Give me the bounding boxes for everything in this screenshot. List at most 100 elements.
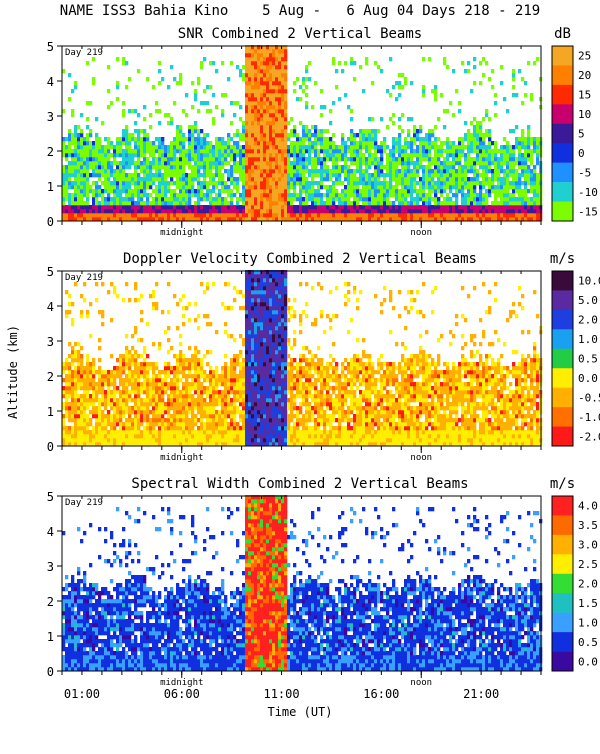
colorbar-swatch [552,349,573,369]
colorbar-label: 15 [578,89,591,102]
figure-title: NAME ISS3 Bahia Kino 5 Aug - 6 Aug 04 Da… [60,3,540,19]
day-label: Day 219 [65,48,103,58]
x-tick-label: 06:00 [164,687,200,701]
colorbar-swatch [552,182,573,202]
day-label: Day 219 [65,273,103,283]
y-tick-label: 5 [47,40,54,54]
colorbar: 4.0 3.5 3.0 2.5 2.0 1.5 1.0 0.5 0.0 [552,496,598,671]
y-tick-label: 0 [47,440,54,454]
colorbar-label: 3.5 [578,519,598,532]
colorbar-swatch [552,368,573,388]
heatmap-field [62,495,542,671]
colorbar-label: 1.0 [578,333,598,346]
panel-3: Spectral Width Combined 2 Vertical Beams… [47,476,598,701]
colorbar-label: -5 [578,166,591,179]
colorbar-label: 2.5 [578,558,598,571]
colorbar-label: 0.5 [578,353,598,366]
y-tick-label: 3 [47,335,54,349]
colorbar-swatch [552,388,573,408]
y-tick-label: 2 [47,595,54,609]
colorbar-label: 5.0 [578,294,598,307]
colorbar-label: 0.0 [578,372,598,385]
colorbar-swatch [552,104,573,124]
x-marker-label: noon [410,678,432,688]
x-marker-label: noon [410,453,432,463]
colorbar-label: 1.5 [578,597,598,610]
colorbar-label: 2.0 [578,314,598,327]
colorbar-swatch [552,554,573,574]
day-label: Day 219 [65,498,103,508]
y-tick-label: 5 [47,490,54,504]
x-tick-label: 11:00 [263,687,299,701]
x-tick-label: 01:00 [64,687,100,701]
panel-title: SNR Combined 2 Vertical Beams [178,26,422,42]
colorbar-label: 20 [578,69,591,82]
heatmap-field [62,270,542,446]
colorbar-swatch [552,310,573,330]
colorbar-swatch [552,613,573,633]
colorbar-swatch [552,46,573,66]
colorbar-label: -10 [578,186,598,199]
y-tick-label: 3 [47,110,54,124]
x-tick-label: 21:00 [463,687,499,701]
colorbar-label: -2.0 [578,430,600,443]
colorbar-swatch [552,65,573,85]
y-tick-label: 4 [47,300,54,314]
y-tick-label: 4 [47,525,54,539]
y-tick-label: 1 [47,180,54,194]
colorbar-swatch [552,496,573,516]
colorbar-swatch [552,515,573,535]
heatmap-field [62,45,542,221]
colorbar-swatch [552,271,573,291]
colorbar-label: 10 [578,108,591,121]
colorbar-label: -15 [578,205,598,218]
colorbar-swatch [552,124,573,144]
panel-2: Doppler Velocity Combined 2 Vertical Bea… [47,251,600,463]
colorbar-label: 5 [578,128,585,141]
y-tick-label: 0 [47,665,54,679]
y-tick-label: 0 [47,215,54,229]
y-tick-label: 2 [47,145,54,159]
colorbar-swatch [552,143,573,163]
colorbar-swatch [552,535,573,555]
colorbar-swatch [552,427,573,447]
colorbar-label: 25 [578,50,591,63]
colorbar-swatch [552,163,573,183]
panel-title: Doppler Velocity Combined 2 Vertical Bea… [123,251,477,267]
colorbar-swatch [552,574,573,594]
x-marker-label: midnight [160,228,203,238]
colorbar: 10.05.02.01.00.50.0-0.5-1.0-2.0 [552,271,600,446]
colorbar-label: 1.0 [578,616,598,629]
panels-group: SNR Combined 2 Vertical Beams dB 0 1 2 3 4 5 mid… [47,26,600,701]
x-axis-label: Time (UT) [267,705,332,719]
colorbar-swatch [552,593,573,613]
colorbar-label: 3.0 [578,539,598,552]
colorbar-swatch [552,407,573,427]
y-tick-label: 1 [47,405,54,419]
colorbar-unit: m/s [550,476,575,492]
colorbar-swatch [552,290,573,310]
colorbar-label: 0.5 [578,636,598,649]
y-tick-label: 1 [47,630,54,644]
x-tick-label: 16:00 [363,687,399,701]
y-tick-label: 2 [47,370,54,384]
panel-title: Spectral Width Combined 2 Vertical Beams [131,476,468,492]
colorbar-label: 2.0 [578,578,598,591]
x-marker-label: noon [410,228,432,238]
y-tick-label: 3 [47,560,54,574]
colorbar-swatch [552,85,573,105]
y-tick-label: 5 [47,265,54,279]
colorbar-label: 10.0 [578,275,600,288]
colorbar-swatch [552,652,573,672]
colorbar-swatch [552,329,573,349]
colorbar-label: 4.0 [578,500,598,513]
x-marker-label: midnight [160,453,203,463]
y-tick-label: 4 [47,75,54,89]
colorbar-unit: m/s [550,251,575,267]
y-axis-label: Altitude (km) [6,325,20,419]
colorbar-label: 0.0 [578,655,598,668]
colorbar-unit: dB [554,26,571,42]
panel-1: SNR Combined 2 Vertical Beams dB 0 1 2 3 4 5 mid… [47,26,598,238]
